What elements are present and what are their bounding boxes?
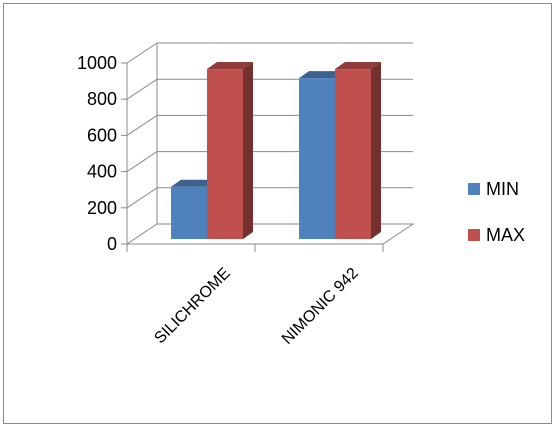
legend-swatch-min [468,183,480,195]
gridline-side-1000 [126,42,158,64]
y-tick-label: 1000 [77,53,117,73]
axes [121,62,384,252]
floor-plane [125,223,415,245]
y-tick-label: 400 [87,162,117,182]
legend-label-max: MAX [486,225,525,245]
y-tick-label: 800 [87,89,117,109]
gridline-side-200 [126,187,158,209]
bar-side [243,62,253,239]
legend: MIN MAX [468,179,525,245]
y-tick-label: 200 [87,198,117,218]
bar-top [335,62,381,70]
bar-front [299,78,335,239]
legend-label-min: MIN [486,179,519,199]
category-label: NIMONIC 942 [279,265,362,348]
bar-front [207,69,243,239]
bar-max-1 [335,62,381,239]
y-tick-label: 0 [107,234,117,254]
gridline-side-600 [126,114,158,136]
bar-front [335,69,371,239]
bar-top [207,62,253,70]
gridline-side-800 [126,78,158,100]
legend-swatch-max [468,229,480,241]
chart-walls [125,43,415,245]
gridline-side-400 [126,151,158,173]
bar-front [171,186,207,239]
bar-side [371,62,381,239]
bar-top [171,179,217,187]
chart-frame [3,3,552,424]
bar-top [299,71,345,79]
bars [171,62,381,239]
category-label: SILICHROME [151,265,233,347]
y-tick-labels: 0 200 400 600 800 1000 [77,53,117,254]
y-tick-label: 600 [87,125,117,145]
category-labels: SILICHROME NIMONIC 942 [151,265,362,348]
bar-max-0 [207,62,253,239]
